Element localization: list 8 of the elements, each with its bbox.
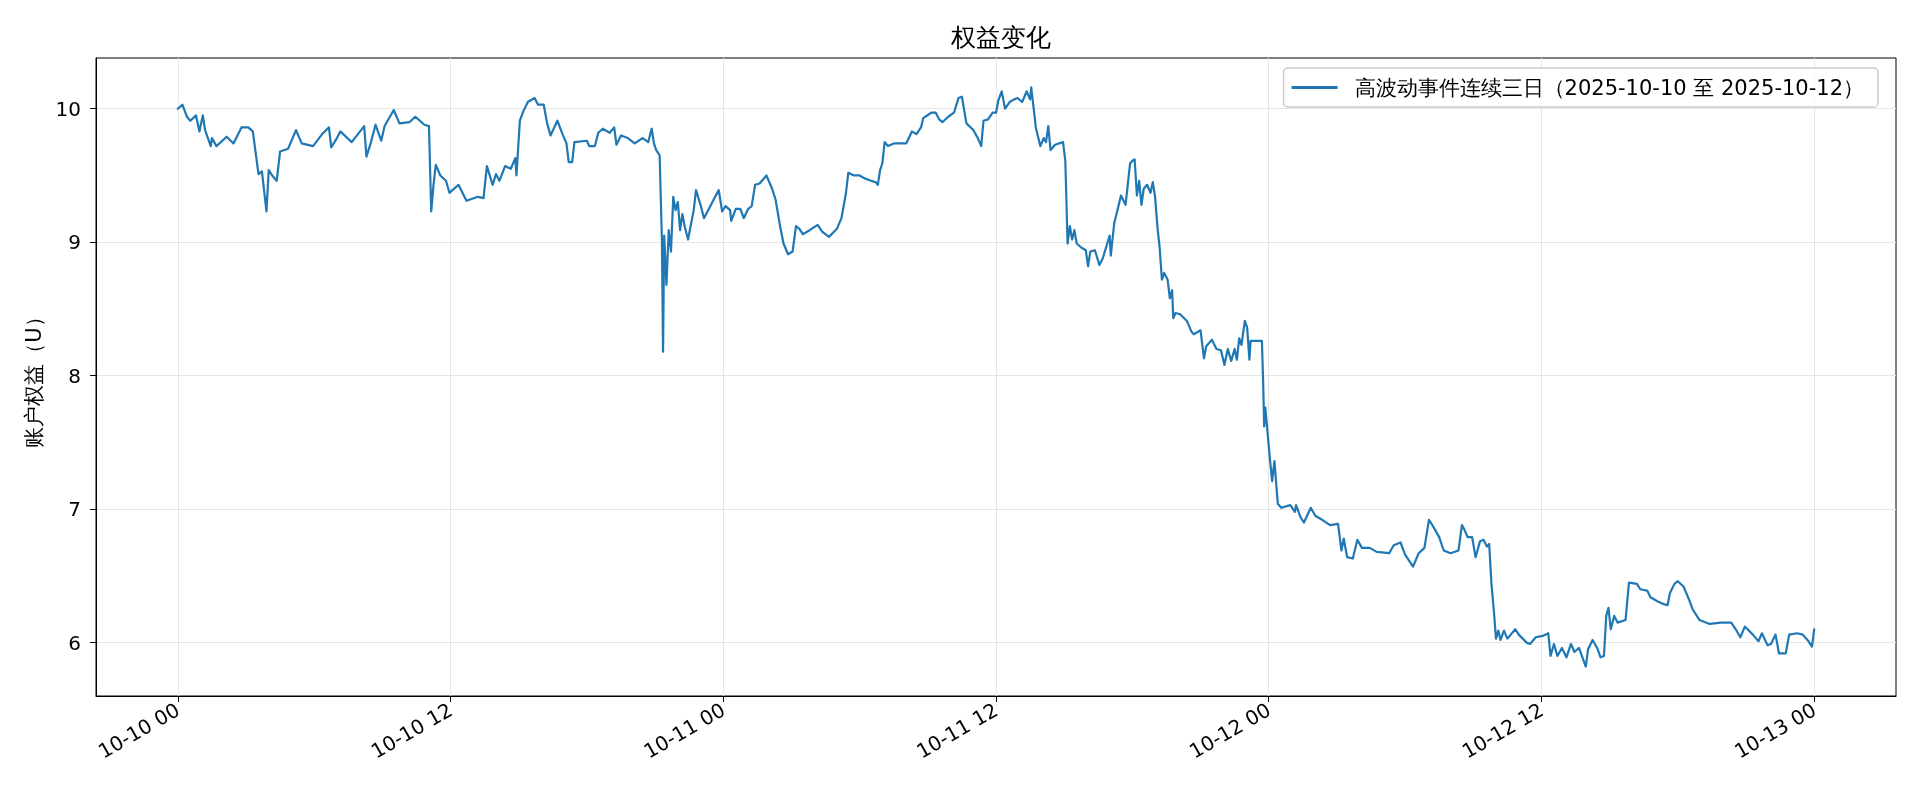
legend-label: 高波动事件连续三日（2025-10-10 至 2025-10-12）: [1354, 75, 1864, 100]
y-tick-label: 8: [68, 363, 81, 388]
y-tick-label: 7: [68, 497, 81, 522]
y-axis-title: 账户权益（U）: [21, 306, 46, 448]
chart-title: 权益变化: [950, 23, 1051, 52]
y-tick-label: 6: [68, 630, 81, 655]
y-tick-label: 9: [68, 230, 81, 255]
y-tick-label: 10: [55, 96, 81, 121]
